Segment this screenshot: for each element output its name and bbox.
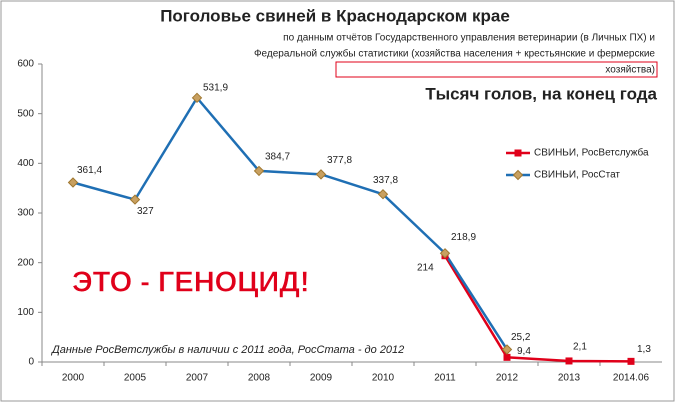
marker bbox=[253, 165, 265, 177]
y-tick-label: 0 bbox=[28, 357, 34, 368]
y-tick-label: 200 bbox=[17, 257, 34, 268]
marker bbox=[565, 357, 573, 365]
series-line bbox=[72, 95, 509, 351]
x-tick-label: 2009 bbox=[310, 373, 333, 384]
value-label: 2,1 bbox=[573, 342, 587, 353]
unit-note: Тысяч голов, на конец года bbox=[425, 84, 657, 103]
legend-label: СВИНЬИ, РосВетслужба bbox=[534, 147, 649, 159]
value-label: 377,8 bbox=[327, 155, 352, 166]
value-label: 218,9 bbox=[451, 232, 476, 243]
value-label: 384,7 bbox=[265, 152, 290, 163]
legend-label: СВИНЬИ, РосСтат bbox=[534, 170, 620, 181]
subtitle: хозяйства) bbox=[605, 65, 655, 76]
value-label: 214 bbox=[417, 262, 434, 273]
marker bbox=[627, 357, 635, 365]
marker bbox=[67, 177, 79, 188]
value-label: 531,9 bbox=[203, 82, 228, 93]
value-label: 9,4 bbox=[517, 346, 531, 357]
subtitle: Федеральной службы статистики (хозяйства… bbox=[254, 48, 655, 60]
value-label: 25,2 bbox=[511, 332, 531, 343]
marker bbox=[315, 169, 327, 180]
marker bbox=[129, 194, 141, 205]
marker bbox=[439, 248, 451, 259]
subtitle: по данным отчётов Государственного управ… bbox=[283, 33, 655, 44]
x-tick-label: 2010 bbox=[372, 373, 395, 384]
value-label: 327 bbox=[137, 206, 154, 217]
source-note: Данные РосВетслужбы в наличии с 2011 год… bbox=[50, 344, 404, 356]
x-tick-label: 2005 bbox=[124, 373, 147, 384]
x-tick-label: 2000 bbox=[62, 373, 85, 384]
marker bbox=[512, 169, 524, 181]
marker bbox=[501, 344, 513, 355]
y-tick-label: 600 bbox=[17, 59, 34, 70]
x-tick-label: 2007 bbox=[186, 373, 209, 384]
y-tick-label: 400 bbox=[17, 158, 34, 169]
y-tick-label: 100 bbox=[17, 307, 34, 318]
x-tick-label: 2014.06 bbox=[613, 373, 650, 384]
value-label: 337,8 bbox=[373, 175, 398, 186]
marker bbox=[191, 92, 203, 104]
value-label: 361,4 bbox=[77, 165, 102, 176]
y-tick-label: 300 bbox=[17, 208, 34, 219]
marker bbox=[377, 189, 389, 200]
x-tick-label: 2012 bbox=[496, 373, 519, 384]
slogan: ЭТО - ГЕНОЦИД! bbox=[72, 267, 310, 299]
x-tick-label: 2013 bbox=[558, 373, 581, 384]
x-tick-label: 2008 bbox=[248, 373, 271, 384]
x-tick-label: 2011 bbox=[434, 373, 456, 384]
series-line bbox=[443, 255, 632, 363]
chart-title: Поголовье свиней в Краснодарском крае bbox=[160, 6, 510, 25]
marker bbox=[514, 149, 522, 157]
highlight-box bbox=[335, 61, 658, 78]
value-label: 1,3 bbox=[637, 344, 651, 355]
y-tick-label: 500 bbox=[17, 108, 34, 119]
marker bbox=[503, 353, 511, 361]
